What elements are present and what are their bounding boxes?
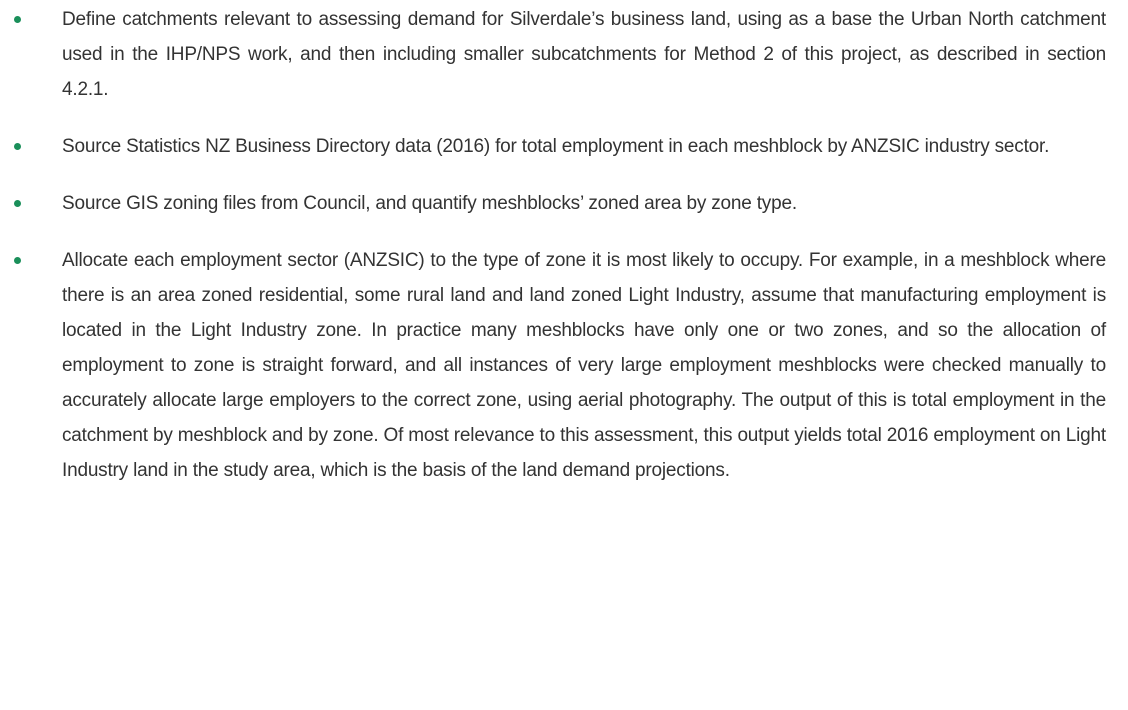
bullet-list: Define catchments relevant to assessing …	[14, 2, 1106, 488]
bullet-item: Allocate each employment sector (ANZSIC)…	[14, 243, 1106, 488]
bullet-item: Source Statistics NZ Business Directory …	[14, 129, 1106, 164]
bullet-item: Define catchments relevant to assessing …	[14, 2, 1106, 107]
bullet-item: Source GIS zoning files from Council, an…	[14, 186, 1106, 221]
